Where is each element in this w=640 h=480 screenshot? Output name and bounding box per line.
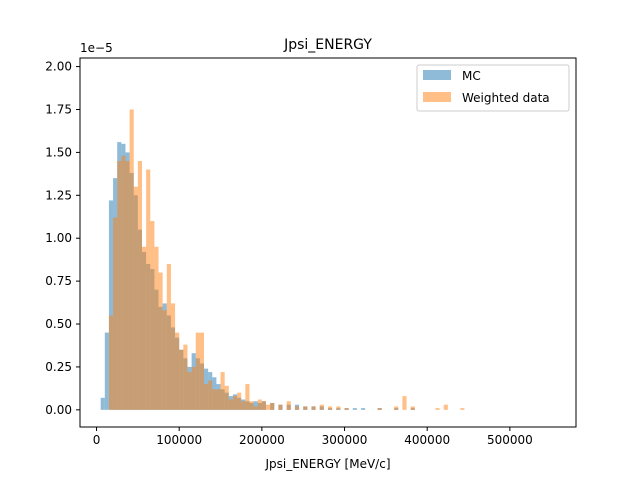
y-tick-label: 0.50 (45, 317, 72, 331)
chart-title: Jpsi_ENERGY (283, 37, 372, 53)
weighted-data-bar (216, 389, 221, 410)
weighted-data-bar (249, 401, 254, 410)
weighted-data-bar (133, 186, 138, 410)
weighted-data-bar (344, 408, 349, 410)
weighted-data-bar (294, 406, 300, 410)
weighted-data-bar (261, 401, 266, 410)
y-tick-label: 0.75 (45, 274, 72, 288)
y-tick-label: 1.25 (45, 188, 72, 202)
weighted-data-bar (443, 404, 448, 410)
weighted-data-bar (195, 332, 200, 410)
legend: MC Weighted data (416, 64, 570, 112)
mc-bar (104, 332, 109, 410)
weighted-data-bar (191, 366, 196, 410)
weighted-data-bar (183, 344, 188, 410)
weighted-data-bar (121, 155, 126, 410)
weighted-data-bar (113, 217, 118, 410)
weighted-data-bar (150, 221, 155, 410)
weighted-data-bar (319, 404, 324, 410)
y-tick-label: 1.50 (45, 145, 72, 159)
legend-frame (416, 64, 570, 112)
weighted-data-bar (241, 401, 246, 410)
weighted-data-bar (311, 406, 316, 410)
weighted-data-bar (435, 408, 440, 410)
weighted-data-bar (328, 406, 333, 410)
x-tick-label: 300000 (322, 433, 368, 447)
y-axis: 0.00 0.25 0.50 0.75 1.00 1.25 1.50 1.75 2.00 (45, 60, 80, 417)
weighted-data-bar (232, 396, 238, 410)
weighted-data-bar (199, 332, 204, 410)
weighted-data-bar (228, 399, 233, 410)
weighted-data-bar (460, 408, 465, 410)
x-tick-label: 400000 (404, 433, 450, 447)
x-axis-label: Jpsi_ENERGY [MeV/c] (264, 457, 390, 471)
weighted-data-bar (146, 169, 151, 410)
weighted-data-bar (187, 372, 192, 410)
weighted-data-bar (137, 160, 142, 410)
weighted-data-bar (125, 160, 130, 410)
y-tick-label: 0.25 (45, 360, 72, 374)
weighted-data-bar (208, 380, 213, 410)
weighted-data-bar (270, 402, 275, 410)
weighted-data-bar (212, 389, 217, 410)
x-tick-label: 100000 (156, 433, 202, 447)
weighted-data-bar (257, 399, 262, 410)
weighted-data-bar (170, 303, 176, 410)
y-offset-label: 1e−5 (80, 41, 113, 55)
weighted-data-bar (377, 408, 382, 410)
legend-swatch-weighted-data (423, 92, 451, 102)
weighted-data-series-bars (108, 109, 465, 410)
weighted-data-bar (166, 263, 171, 410)
weighted-data-bar (336, 406, 341, 410)
weighted-data-bar (129, 109, 134, 410)
weighted-data-bar (303, 406, 308, 410)
weighted-data-bar (253, 406, 258, 410)
weighted-data-bar (154, 246, 159, 410)
weighted-data-bar (220, 372, 225, 410)
mc-bar (361, 408, 366, 410)
weighted-data-bar (410, 406, 415, 410)
weighted-data-bar (108, 315, 114, 410)
weighted-data-bar (204, 384, 209, 410)
weighted-data-bar (402, 396, 407, 410)
weighted-data-bar (278, 404, 283, 410)
weighted-data-bar (117, 160, 122, 410)
weighted-data-bar (266, 404, 271, 410)
plot-area (79, 57, 577, 428)
x-tick-label: 0 (93, 433, 101, 447)
x-axis: 0 100000 200000 300000 400000 500000 (93, 427, 533, 447)
x-tick-label: 200000 (239, 433, 285, 447)
mc-bar (108, 200, 114, 410)
axes-frame (79, 57, 577, 428)
legend-label-weighted-data: Weighted data (462, 91, 550, 105)
weighted-data-bar (245, 384, 250, 410)
x-tick-label: 500000 (487, 433, 533, 447)
weighted-data-bar (286, 401, 291, 410)
y-tick-label: 1.00 (45, 231, 72, 245)
y-tick-label: 1.75 (45, 102, 72, 116)
y-tick-label: 0.00 (45, 403, 72, 417)
mc-bar (100, 397, 105, 410)
weighted-data-bar (237, 392, 242, 410)
weighted-data-bar (224, 385, 229, 410)
weighted-data-bar (158, 272, 163, 410)
weighted-data-bar (394, 406, 399, 410)
legend-swatch-mc (423, 70, 451, 80)
weighted-data-bar (162, 310, 167, 410)
mc-bar (352, 408, 357, 410)
legend-label-mc: MC (462, 69, 481, 83)
y-tick-label: 2.00 (45, 60, 72, 74)
weighted-data-bar (179, 349, 184, 410)
weighted-data-bar (175, 332, 180, 410)
mc-bar (253, 401, 258, 410)
weighted-data-bar (142, 246, 147, 410)
